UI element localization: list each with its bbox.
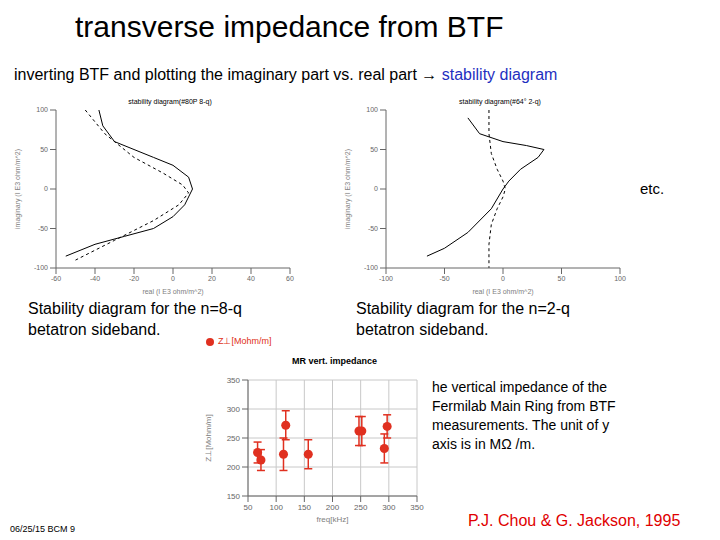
svg-text:350: 350 <box>410 503 424 512</box>
svg-text:-100: -100 <box>379 275 393 282</box>
html-text:he vertical impedance of the: he vertical impedance of the <box>432 379 608 395</box>
svg-text:150: 150 <box>227 492 241 501</box>
svg-text:imaginary (I E3 ohm/m^2): imaginary (I E3 ohm/m^2) <box>344 149 352 229</box>
svg-text:100: 100 <box>36 106 48 113</box>
html-text:06/25/15 BCM 9: 06/25/15 BCM 9 <box>10 524 75 534</box>
svg-text:50: 50 <box>558 275 566 282</box>
html-text:Fermilab Main Ring from BTF: Fermilab Main Ring from BTF <box>432 398 616 414</box>
html-text:P.J. Chou & G. Jackson, 1995: P.J. Chou & G. Jackson, 1995 <box>468 512 681 529</box>
svg-text:100: 100 <box>269 503 283 512</box>
svg-text:-50: -50 <box>368 225 378 232</box>
svg-text:-40: -40 <box>90 275 100 282</box>
svg-text:-100: -100 <box>34 264 48 271</box>
svg-text:real (I E3 ohm/m^2): real (I E3 ohm/m^2) <box>472 288 533 296</box>
svg-text:0: 0 <box>171 275 175 282</box>
svg-text:real (I E3 ohm/m^2): real (I E3 ohm/m^2) <box>142 288 203 296</box>
svg-text:300: 300 <box>227 405 241 414</box>
svg-text:-50: -50 <box>439 275 449 282</box>
html-text:Z⊥[Mohm/m]: Z⊥[Mohm/m] <box>218 336 272 346</box>
svg-text:60: 60 <box>286 275 294 282</box>
html-text:etc.: etc. <box>640 180 665 197</box>
html-text:axis is in MΩ /m.: axis is in MΩ /m. <box>432 436 535 452</box>
svg-text:freq[kHz]: freq[kHz] <box>316 515 348 524</box>
svg-text:0: 0 <box>374 185 378 192</box>
svg-text:350: 350 <box>227 376 241 385</box>
svg-text:100: 100 <box>366 106 378 113</box>
html-text:betatron sideband.: betatron sideband. <box>28 321 161 338</box>
svg-text:-60: -60 <box>51 275 61 282</box>
svg-text:50: 50 <box>370 146 378 153</box>
svg-text:-50: -50 <box>38 225 48 232</box>
html-text:Stability diagram for the n=2-: Stability diagram for the n=2-q <box>356 300 570 317</box>
html-text:transverse impedance from BTF: transverse impedance from BTF <box>75 10 504 43</box>
html-text:Stability diagram for the n=8-: Stability diagram for the n=8-q <box>28 300 242 317</box>
html-text:betatron sideband.: betatron sideband. <box>356 321 489 338</box>
svg-text:-20: -20 <box>129 275 139 282</box>
svg-text:40: 40 <box>247 275 255 282</box>
html-text:MR vert. impedance: MR vert. impedance <box>292 356 377 366</box>
html-text:measurements. The unit of y: measurements. The unit of y <box>432 417 610 433</box>
svg-text:50: 50 <box>40 146 48 153</box>
svg-text:250: 250 <box>354 503 368 512</box>
svg-text:100: 100 <box>614 275 626 282</box>
svg-text:150: 150 <box>298 503 312 512</box>
html-text:inverting BTF and plotting the: inverting BTF and plotting the imaginary… <box>14 66 558 83</box>
svg-text:300: 300 <box>382 503 396 512</box>
svg-text:200: 200 <box>326 503 340 512</box>
html-text:stability diagram(#80P 8-q): stability diagram(#80P 8-q) <box>128 98 212 105</box>
svg-text:0: 0 <box>501 275 505 282</box>
svg-text:Z⊥[Mohm/m]: Z⊥[Mohm/m] <box>204 414 213 461</box>
svg-text:50: 50 <box>244 503 253 512</box>
svg-text:-100: -100 <box>364 264 378 271</box>
svg-text:imaginary (I E3 ohm/m^2): imaginary (I E3 ohm/m^2) <box>14 149 22 229</box>
svg-text:20: 20 <box>208 275 216 282</box>
svg-text:250: 250 <box>227 434 241 443</box>
svg-text:0: 0 <box>44 185 48 192</box>
html-text:stability diagram(#64° 2-q): stability diagram(#64° 2-q) <box>459 98 541 105</box>
svg-text:200: 200 <box>227 463 241 472</box>
